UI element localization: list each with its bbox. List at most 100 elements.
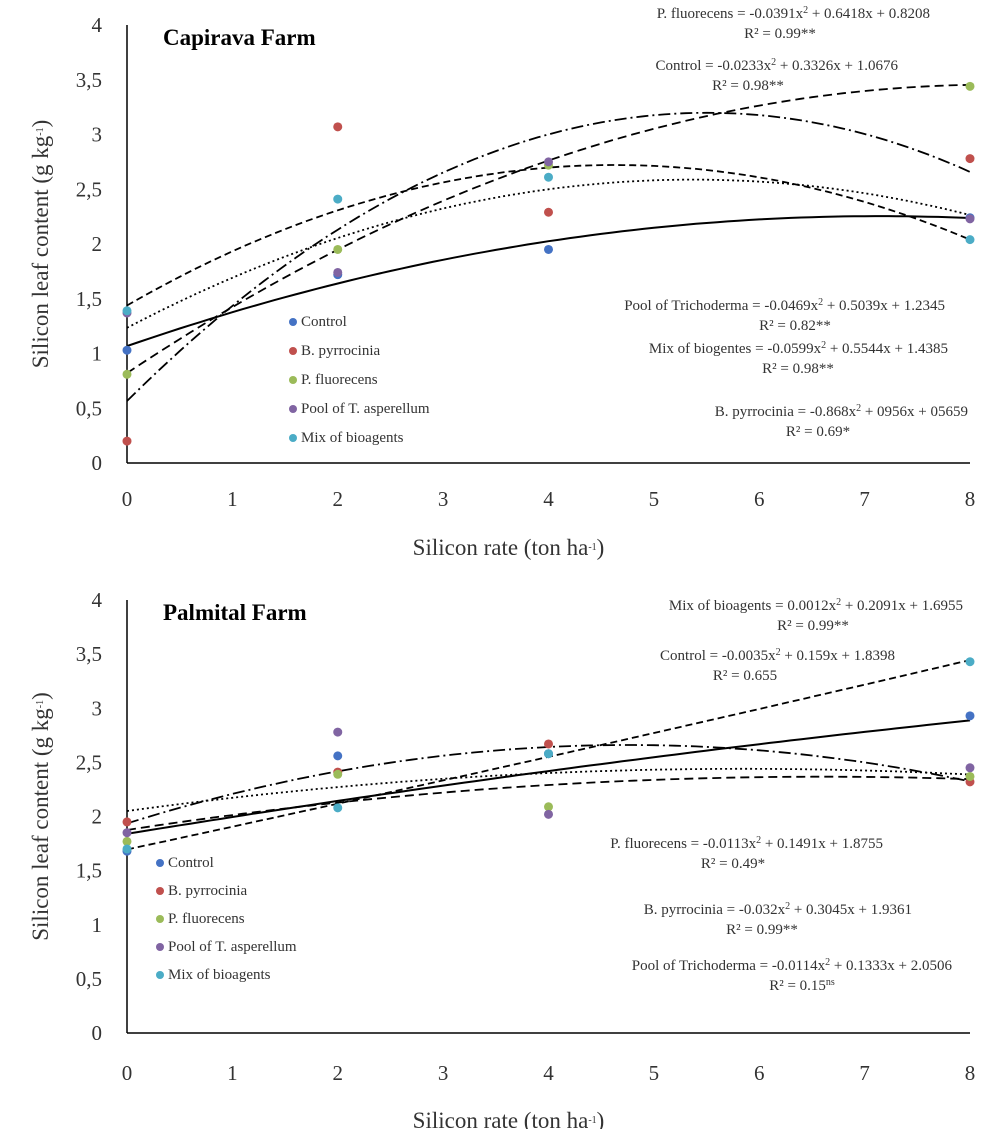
y-tick-label-text: 3,5	[76, 68, 102, 92]
y-tick-label: 1,5	[76, 287, 102, 311]
equation-line: Pool of Trichoderma = -0.0114x2 + 0.1333…	[632, 957, 953, 975]
x-tick-label-text: 7	[859, 1061, 870, 1085]
r-squared-main: R² = 0.98**	[712, 78, 784, 94]
y-tick-label-text: 1	[92, 913, 103, 937]
legend-marker	[289, 318, 297, 326]
equation-main: P. fluorecens = -0.0113x	[610, 836, 756, 852]
legend-label: Mix of bioagents	[301, 430, 404, 446]
trend-line-pool-of-t-asperellum	[126, 767, 971, 812]
data-point	[544, 809, 553, 819]
y-tick-label: 1	[92, 913, 103, 937]
data-point	[965, 154, 975, 164]
x-tick-label: 5	[649, 1061, 660, 1085]
data-point	[544, 802, 553, 812]
equation-main: B. pyrrocinia = -0.032x	[644, 902, 786, 918]
y-axis-title: Silicon leaf content (g kg-1)	[28, 120, 53, 369]
equation-rest: + 0.2091x + 1.6955	[841, 598, 963, 614]
data-point	[333, 803, 343, 813]
y-tick-label: 2	[92, 805, 103, 829]
data-point	[333, 122, 343, 132]
y-tick-label: 1,5	[76, 859, 102, 883]
legend-marker	[156, 859, 164, 867]
data-point	[544, 157, 553, 167]
legend-marker	[289, 376, 297, 384]
trend-line-b-pyrrocinia	[126, 111, 971, 402]
legend-label-text: P. fluorecens	[168, 911, 245, 927]
y-tick-label: 1	[92, 342, 103, 366]
data-point	[544, 172, 553, 182]
y-tick-label: 0	[92, 1021, 103, 1045]
panel-title-text: Palmital Farm	[163, 600, 307, 625]
y-tick-label: 4	[92, 588, 103, 612]
y-tick-label-text: 1,5	[76, 859, 102, 883]
equation-line: Mix of bioagents = 0.0012x2 + 0.2091x + …	[669, 597, 963, 615]
legend-marker	[156, 887, 164, 895]
data-point	[965, 235, 975, 245]
trend-line-control	[126, 215, 971, 348]
legend-marker	[156, 971, 164, 979]
equation-sup: 2	[836, 597, 841, 608]
data-point	[544, 739, 553, 749]
equation-rest: + 0.159x + 1.8398	[781, 648, 895, 664]
x-tick-label-text: 0	[122, 1061, 133, 1085]
x-axis-title-end: )	[597, 1108, 605, 1129]
x-tick-label: 1	[227, 487, 238, 511]
r-squared-main: R² = 0.15	[769, 978, 826, 994]
x-tick-label: 3	[438, 487, 449, 511]
x-tick-label: 5	[649, 487, 660, 511]
data-point	[544, 207, 553, 217]
y-tick-label-text: 1,5	[76, 287, 102, 311]
legend-label: Control	[168, 855, 214, 871]
equation-main: Pool of Trichoderma = -0.0114x	[632, 958, 826, 974]
r-squared-main: R² = 0.99**	[726, 922, 798, 938]
equation-line: B. pyrrocinia = -0.868x2 + 0956x + 05659	[715, 403, 968, 421]
x-tick-label-text: 3	[438, 487, 449, 511]
r-squared-line: R² = 0.49*	[701, 856, 765, 872]
data-point	[965, 657, 975, 667]
y-axis-title-end: )	[28, 120, 53, 128]
r-squared-main: R² = 0.69*	[786, 424, 850, 440]
equation-sup: 2	[821, 340, 826, 351]
x-tick-label-text: 1	[227, 1061, 238, 1085]
legend-label-text: Mix of bioagents	[301, 430, 404, 446]
equation-line: Pool of Trichoderma = -0.0469x2 + 0.5039…	[624, 297, 945, 315]
equation-rest: + 0.5039x + 1.2345	[823, 298, 945, 314]
equation-rest: + 0.1333x + 2.0506	[830, 958, 952, 974]
r-squared-line: R² = 0.98**	[762, 361, 834, 377]
equation-sup: 2	[856, 403, 861, 414]
y-tick-label-text: 2	[92, 232, 103, 256]
equation-sup: 2	[756, 835, 761, 846]
y-tick-label: 2	[92, 232, 103, 256]
legend-label: Mix of bioagents	[168, 967, 271, 983]
equation-sup: 2	[776, 647, 781, 658]
legend-label: P. fluorecens	[301, 372, 378, 388]
y-tick-label-text: 4	[92, 13, 103, 37]
r-squared-main: R² = 0.49*	[701, 856, 765, 872]
data-point	[333, 769, 343, 779]
x-tick-label-text: 8	[965, 1061, 976, 1085]
r-squared-line: R² = 0.82**	[759, 318, 831, 334]
x-tick-label-text: 2	[333, 487, 344, 511]
legend-marker	[289, 434, 297, 442]
data-point	[965, 763, 975, 773]
legend: Control B. pyrrocinia P. fluorecens Pool of…	[156, 855, 297, 983]
panel-title: Palmital Farm	[163, 600, 307, 625]
x-tick-label-text: 4	[543, 487, 554, 511]
data-point	[544, 749, 553, 759]
x-tick-label: 1	[227, 1061, 238, 1085]
y-tick-label-text: 4	[92, 588, 103, 612]
equation-rest: + 0.1491x + 1.8755	[761, 836, 883, 852]
x-tick-label: 0	[122, 1061, 133, 1085]
r-squared-main: R² = 0.99**	[777, 618, 849, 634]
y-tick-label-text: 3,5	[76, 642, 102, 666]
y-tick-label-text: 0,5	[76, 967, 102, 991]
data-point	[122, 369, 132, 379]
equation-rest: + 0956x + 05659	[861, 404, 968, 420]
legend-label-text: P. fluorecens	[301, 372, 378, 388]
x-tick-label-text: 8	[965, 487, 976, 511]
legend-label: B. pyrrocinia	[168, 883, 247, 899]
data-point	[965, 771, 975, 781]
y-tick-label: 3	[92, 696, 103, 720]
y-axis-title-end: )	[28, 692, 53, 700]
